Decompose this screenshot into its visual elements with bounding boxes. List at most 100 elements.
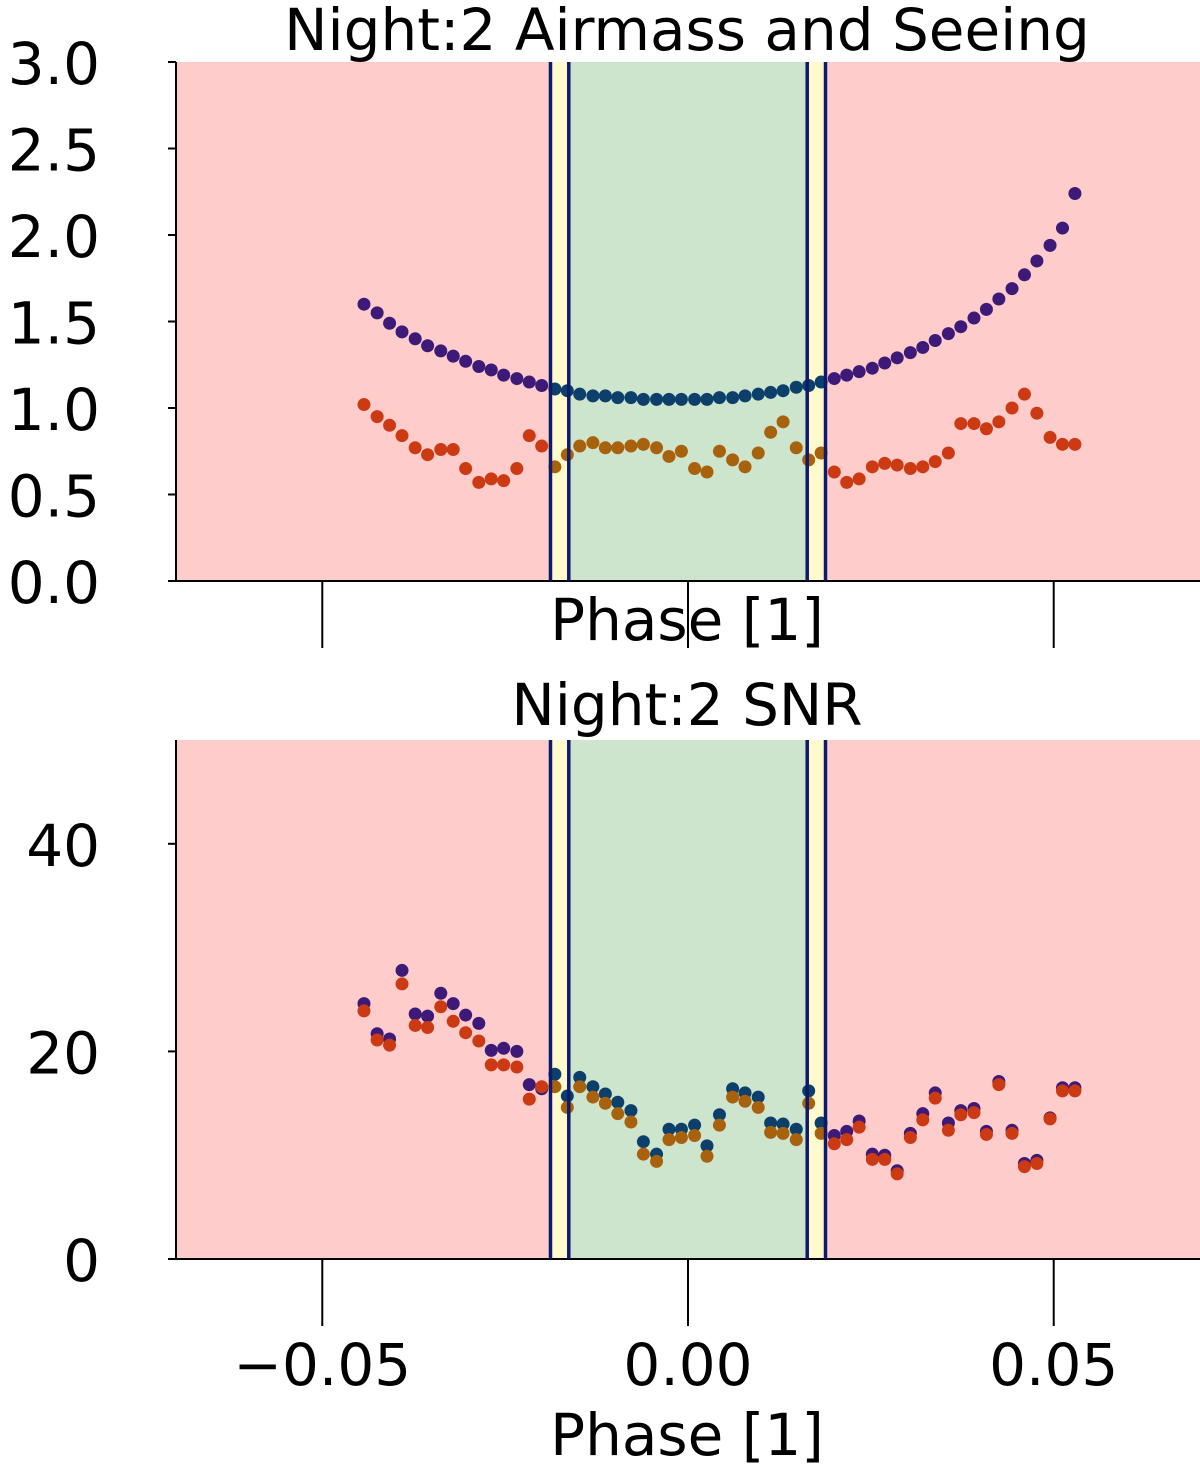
data-point bbox=[865, 1152, 879, 1166]
data-point bbox=[484, 1058, 498, 1072]
data-point bbox=[636, 392, 650, 406]
data-point bbox=[446, 443, 460, 457]
data-point bbox=[688, 1118, 702, 1132]
data-point bbox=[472, 1016, 486, 1030]
data-point bbox=[840, 1133, 854, 1147]
data-point bbox=[700, 392, 714, 406]
data-point bbox=[370, 1033, 384, 1047]
data-point bbox=[611, 1095, 625, 1109]
data-point bbox=[434, 986, 448, 1000]
data-point bbox=[789, 1133, 803, 1147]
data-point bbox=[751, 1090, 765, 1104]
data-point bbox=[624, 439, 638, 453]
data-point bbox=[890, 1167, 904, 1181]
data-point bbox=[827, 372, 841, 386]
x-tick-label: 0.05 bbox=[989, 1331, 1118, 1399]
data-point bbox=[916, 1113, 930, 1127]
data-point bbox=[712, 1118, 726, 1132]
data-point bbox=[408, 1018, 422, 1032]
data-point bbox=[636, 437, 650, 451]
data-point bbox=[383, 316, 397, 330]
data-point bbox=[865, 460, 879, 474]
data-point bbox=[636, 1135, 650, 1149]
data-point bbox=[1017, 1160, 1031, 1174]
data-point bbox=[903, 462, 917, 476]
data-point bbox=[383, 418, 397, 432]
data-point bbox=[459, 462, 473, 476]
data-point bbox=[954, 417, 968, 431]
data-point bbox=[776, 1126, 790, 1140]
data-point bbox=[674, 444, 688, 458]
data-point bbox=[979, 422, 993, 436]
data-point bbox=[1043, 1112, 1057, 1126]
data-point bbox=[472, 475, 486, 489]
data-point bbox=[395, 963, 409, 977]
data-point bbox=[852, 472, 866, 486]
data-point bbox=[1005, 401, 1019, 415]
y-tick-label: 2.5 bbox=[8, 117, 100, 185]
data-point bbox=[738, 1094, 752, 1108]
data-point bbox=[446, 997, 460, 1011]
y-tick-label: 20 bbox=[26, 1019, 100, 1087]
data-point bbox=[1005, 282, 1019, 296]
airmass-seeing-panel: Night:2 Airmass and Seeing 0.0 0.5 1.0 1.5 2… bbox=[8, 0, 1200, 654]
data-point bbox=[510, 1044, 524, 1058]
data-point bbox=[789, 441, 803, 455]
data-point bbox=[1005, 1126, 1019, 1140]
data-point bbox=[573, 1070, 587, 1084]
plot-area: 0.0 0.5 1.0 1.5 2.0 2.5 3.0 bbox=[8, 30, 1200, 648]
data-point bbox=[586, 1080, 600, 1094]
data-point bbox=[916, 460, 930, 474]
data-point bbox=[662, 1122, 676, 1136]
data-point bbox=[890, 458, 904, 472]
data-point bbox=[878, 456, 892, 470]
data-point bbox=[510, 1060, 524, 1074]
data-point bbox=[434, 1000, 448, 1014]
data-point bbox=[700, 1139, 714, 1153]
data-point bbox=[916, 340, 930, 354]
data-point bbox=[688, 392, 702, 406]
data-point bbox=[992, 292, 1006, 306]
data-point bbox=[954, 320, 968, 334]
data-point bbox=[751, 1100, 765, 1114]
data-point bbox=[1055, 437, 1069, 451]
y-tick-label: 2.0 bbox=[8, 203, 100, 271]
data-point bbox=[408, 1007, 422, 1021]
data-point bbox=[573, 387, 587, 401]
data-point bbox=[662, 449, 676, 463]
data-point bbox=[357, 1004, 371, 1018]
data-point bbox=[395, 977, 409, 991]
data-point bbox=[776, 384, 790, 398]
data-point bbox=[598, 389, 612, 403]
data-point bbox=[573, 439, 587, 453]
data-point bbox=[726, 391, 740, 405]
data-point bbox=[650, 392, 664, 406]
data-point bbox=[395, 325, 409, 339]
plot-area: 0 20 40 −0.05 0.00 0.05 bbox=[26, 740, 1200, 1399]
data-point bbox=[611, 441, 625, 455]
y-tick-label: 40 bbox=[26, 812, 100, 880]
data-point bbox=[357, 398, 371, 412]
data-point bbox=[852, 365, 866, 379]
data-point bbox=[840, 475, 854, 489]
data-point bbox=[408, 441, 422, 455]
data-point bbox=[497, 368, 511, 382]
data-point bbox=[395, 429, 409, 443]
data-point bbox=[535, 379, 549, 393]
data-point bbox=[712, 1108, 726, 1122]
data-point bbox=[764, 385, 778, 399]
data-point bbox=[928, 455, 942, 469]
window-region bbox=[550, 62, 569, 581]
data-point bbox=[586, 1090, 600, 1104]
data-point bbox=[941, 446, 955, 460]
data-point bbox=[712, 444, 726, 458]
data-point bbox=[510, 372, 524, 386]
data-point bbox=[674, 1131, 688, 1145]
data-point bbox=[712, 391, 726, 405]
data-point bbox=[688, 1128, 702, 1142]
data-point bbox=[1055, 1084, 1069, 1098]
data-point bbox=[789, 380, 803, 394]
data-point bbox=[383, 1038, 397, 1052]
data-point bbox=[941, 327, 955, 341]
